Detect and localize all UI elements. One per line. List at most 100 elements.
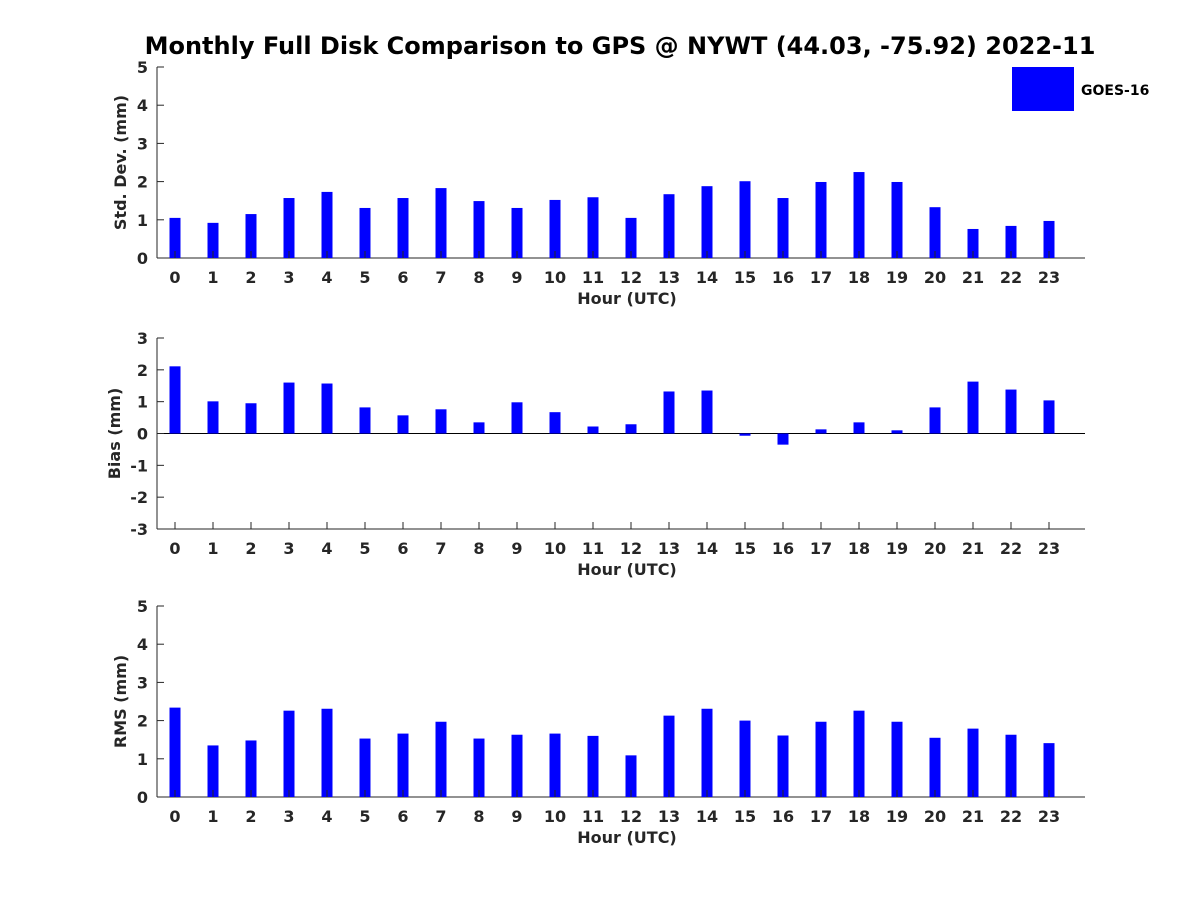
x-tick-label: 21 [962,268,984,287]
y-tick-label: 3 [137,329,148,348]
chart-title: Monthly Full Disk Comparison to GPS @ NY… [145,32,1096,60]
x-axis-label: Hour (UTC) [577,289,677,308]
x-tick-label: 19 [886,539,908,558]
x-tick-label: 8 [473,268,484,287]
y-axis-label: Bias (mm) [105,388,124,480]
x-tick-label: 15 [734,268,756,287]
y-tick-label: 0 [137,425,148,444]
bar-hour-8 [473,201,485,258]
bar-hour-21 [967,228,979,258]
x-tick-label: 13 [658,807,680,826]
x-tick-label: 10 [544,807,566,826]
x-tick-label: 7 [435,539,446,558]
x-tick-label: 11 [582,268,604,287]
x-tick-label: 22 [1000,807,1022,826]
x-tick-label: 14 [696,807,718,826]
x-tick-label: 4 [321,539,332,558]
bar-hour-9 [511,402,523,434]
y-tick-label: 5 [137,58,148,77]
bar-hour-12 [625,755,637,797]
x-tick-label: 23 [1038,807,1060,826]
bar-hour-18 [853,710,865,797]
bar-hour-9 [511,207,523,258]
x-tick-label: 13 [658,268,680,287]
y-tick-label: 1 [137,393,148,412]
bar-hour-0 [169,707,181,797]
y-tick-label: 2 [137,361,148,380]
x-tick-label: 21 [962,807,984,826]
x-tick-label: 2 [245,539,256,558]
x-tick-label: 4 [321,807,332,826]
x-tick-label: 12 [620,807,642,826]
bar-hour-1 [207,401,219,434]
x-tick-label: 2 [245,268,256,287]
bar-hour-22 [1005,734,1017,797]
x-tick-label: 22 [1000,268,1022,287]
bar-hour-0 [169,217,181,258]
bar-hour-3 [283,198,295,258]
x-tick-label: 5 [359,807,370,826]
x-tick-label: 0 [169,539,180,558]
bar-hour-3 [283,382,295,434]
x-tick-label: 7 [435,807,446,826]
bar-hour-11 [587,426,599,434]
x-tick-label: 5 [359,539,370,558]
y-tick-label: 2 [137,712,148,731]
bar-hour-15 [739,433,751,436]
bar-hour-22 [1005,389,1017,434]
y-tick-label: 1 [137,750,148,769]
y-tick-label: 0 [137,788,148,807]
legend: GOES-16 [1012,67,1149,111]
x-tick-label: 18 [848,268,870,287]
bar-hour-5 [359,207,371,258]
y-tick-label: 4 [137,96,148,115]
bar-hour-21 [967,381,979,434]
bar-hour-14 [701,708,713,797]
x-tick-label: 11 [582,539,604,558]
x-tick-label: 9 [511,539,522,558]
bar-hour-20 [929,737,941,797]
x-tick-label: 12 [620,539,642,558]
bar-hour-19 [891,430,903,434]
bar-hour-7 [435,721,447,797]
bar-hour-16 [777,198,789,258]
y-tick-label: 5 [137,597,148,616]
x-tick-label: 20 [924,807,946,826]
y-tick-label: -1 [130,456,148,475]
x-tick-label: 23 [1038,268,1060,287]
x-tick-label: 17 [810,539,832,558]
x-tick-label: 16 [772,268,794,287]
x-tick-label: 16 [772,807,794,826]
bar-hour-2 [245,214,257,258]
x-tick-label: 3 [283,539,294,558]
bar-hour-10 [549,733,561,797]
bar-hour-23 [1043,220,1055,258]
x-tick-label: 6 [397,807,408,826]
x-tick-label: 19 [886,268,908,287]
bar-hour-4 [321,191,333,258]
bar-hour-21 [967,728,979,797]
bar-hour-2 [245,740,257,797]
x-tick-label: 22 [1000,539,1022,558]
bar-hour-1 [207,222,219,258]
bar-hour-5 [359,407,371,434]
x-tick-label: 14 [696,539,718,558]
x-tick-label: 7 [435,268,446,287]
x-tick-label: 9 [511,268,522,287]
bar-hour-6 [397,415,409,434]
x-tick-label: 2 [245,807,256,826]
bar-hour-20 [929,207,941,258]
bar-hour-17 [815,721,827,797]
bar-hour-8 [473,422,485,434]
bar-hour-17 [815,429,827,434]
x-tick-label: 18 [848,539,870,558]
x-tick-label: 17 [810,807,832,826]
bar-hour-8 [473,738,485,797]
x-tick-label: 0 [169,268,180,287]
x-axis-label: Hour (UTC) [577,560,677,579]
x-tick-label: 21 [962,539,984,558]
bar-hour-6 [397,198,409,258]
bar-hour-2 [245,403,257,434]
